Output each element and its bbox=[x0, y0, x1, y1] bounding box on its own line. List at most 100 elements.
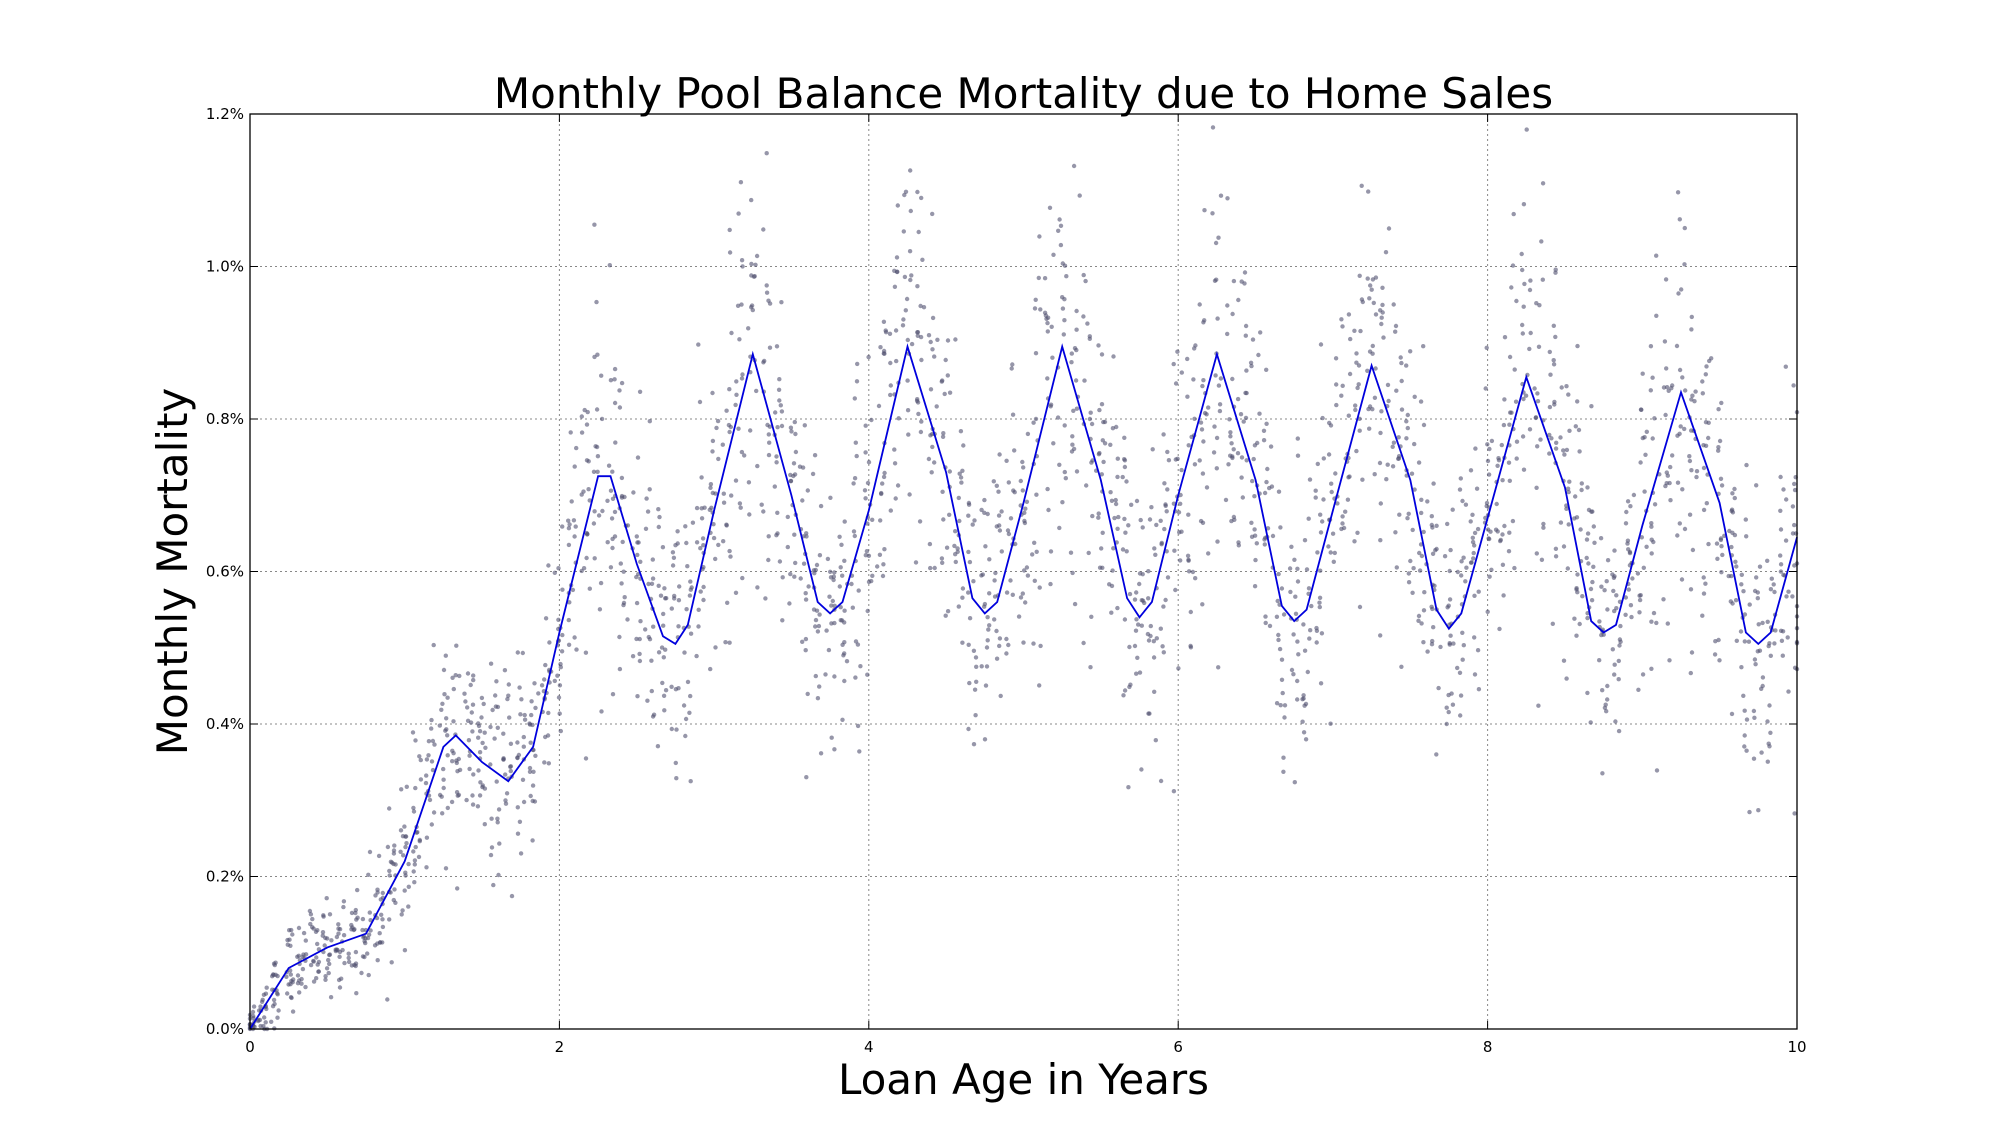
scatter-point bbox=[1239, 475, 1244, 480]
scatter-point bbox=[746, 480, 752, 485]
scatter-point bbox=[367, 849, 373, 855]
scatter-point bbox=[1276, 637, 1281, 643]
scatter-point bbox=[1215, 539, 1220, 544]
scatter-point bbox=[406, 884, 411, 889]
scatter-point bbox=[1097, 450, 1102, 456]
scatter-point bbox=[1550, 621, 1556, 626]
scatter-point bbox=[1354, 351, 1359, 356]
scatter-point bbox=[1111, 354, 1116, 359]
scatter-point bbox=[1215, 316, 1220, 321]
scatter-point bbox=[572, 464, 577, 469]
scatter-point bbox=[1151, 655, 1157, 660]
scatter-point bbox=[1717, 658, 1722, 663]
scatter-point bbox=[365, 951, 370, 956]
scatter-point bbox=[806, 584, 811, 589]
scatter-point bbox=[1540, 181, 1546, 186]
scatter-point bbox=[445, 805, 450, 811]
scatter-point bbox=[411, 809, 417, 814]
scatter-point bbox=[921, 305, 927, 310]
scatter-point bbox=[380, 917, 385, 922]
scatter-point bbox=[271, 972, 276, 978]
scatter-point bbox=[1719, 400, 1724, 406]
scatter-point bbox=[1315, 550, 1320, 555]
scatter-point bbox=[643, 526, 649, 531]
scatter-point bbox=[1045, 376, 1050, 381]
scatter-point bbox=[932, 460, 937, 465]
scatter-point bbox=[953, 337, 958, 342]
scatter-point bbox=[324, 966, 330, 971]
scatter-point bbox=[1317, 600, 1322, 605]
scatter-point bbox=[1072, 601, 1078, 607]
scatter-point bbox=[1790, 504, 1796, 509]
scatter-point bbox=[1445, 521, 1450, 527]
scatter-point bbox=[979, 507, 984, 513]
scatter-point bbox=[1540, 277, 1546, 282]
scatter-point bbox=[1768, 730, 1773, 735]
scatter-point bbox=[411, 869, 416, 874]
scatter-point bbox=[1778, 553, 1783, 558]
scatter-point bbox=[1688, 587, 1694, 592]
scatter-point bbox=[1688, 670, 1694, 676]
scatter-point bbox=[1783, 364, 1789, 369]
scatter-point bbox=[495, 816, 500, 821]
scatter-point bbox=[766, 452, 772, 458]
scatter-point bbox=[684, 607, 689, 612]
scatter-point bbox=[1468, 560, 1474, 565]
scatter-point bbox=[1417, 550, 1422, 556]
scatter-point bbox=[810, 471, 816, 477]
scatter-point bbox=[1520, 267, 1525, 273]
scatter-point bbox=[412, 880, 417, 885]
scatter-point bbox=[1176, 510, 1182, 515]
scatter-point bbox=[928, 387, 934, 392]
scatter-point bbox=[1494, 501, 1499, 507]
scatter-point bbox=[984, 645, 990, 650]
scatter-point bbox=[863, 496, 868, 501]
scatter-point bbox=[1127, 684, 1132, 690]
scatter-point bbox=[612, 377, 617, 382]
scatter-point bbox=[1742, 612, 1748, 617]
scatter-point bbox=[917, 519, 923, 524]
scatter-point bbox=[387, 868, 392, 874]
scatter-point bbox=[1291, 672, 1296, 677]
scatter-point bbox=[1318, 512, 1323, 517]
scatter-point bbox=[661, 623, 666, 628]
scatter-point bbox=[1489, 567, 1494, 572]
scatter-point bbox=[1766, 643, 1771, 649]
scatter-point bbox=[529, 712, 534, 718]
scatter-point bbox=[1228, 430, 1233, 435]
scatter-point bbox=[1572, 616, 1577, 621]
scatter-point bbox=[441, 766, 446, 772]
scatter-point bbox=[440, 701, 445, 706]
scatter-point bbox=[727, 227, 732, 233]
scatter-point bbox=[1369, 287, 1374, 292]
scatter-point bbox=[1547, 349, 1553, 355]
scatter-point bbox=[1378, 538, 1383, 543]
scatter-point bbox=[406, 904, 411, 909]
scatter-point bbox=[1186, 558, 1191, 563]
scatter-point bbox=[1760, 675, 1766, 680]
scatter-point bbox=[1396, 435, 1401, 440]
scatter-point bbox=[518, 851, 524, 856]
scatter-point bbox=[1218, 193, 1224, 198]
scatter-point bbox=[1314, 628, 1320, 633]
scatter-point bbox=[476, 768, 481, 773]
scatter-point bbox=[410, 730, 416, 735]
scatter-point bbox=[1597, 619, 1602, 624]
scatter-point bbox=[1700, 391, 1706, 396]
scatter-point bbox=[503, 801, 509, 806]
scatter-point bbox=[749, 303, 755, 308]
scatter-point bbox=[439, 707, 444, 712]
scatter-point bbox=[1229, 518, 1234, 524]
scatter-point bbox=[1212, 278, 1218, 283]
scatter-point bbox=[630, 654, 636, 659]
scatter-point bbox=[1703, 372, 1709, 377]
scatter-point bbox=[1689, 650, 1695, 655]
scatter-point bbox=[567, 600, 572, 605]
scatter-point bbox=[992, 594, 998, 599]
scatter-point bbox=[1112, 515, 1117, 521]
scatter-point bbox=[1447, 597, 1453, 602]
scatter-point bbox=[314, 976, 319, 981]
scatter-point bbox=[1345, 497, 1351, 502]
scatter-point bbox=[1318, 568, 1323, 573]
scatter-point bbox=[1742, 744, 1747, 749]
